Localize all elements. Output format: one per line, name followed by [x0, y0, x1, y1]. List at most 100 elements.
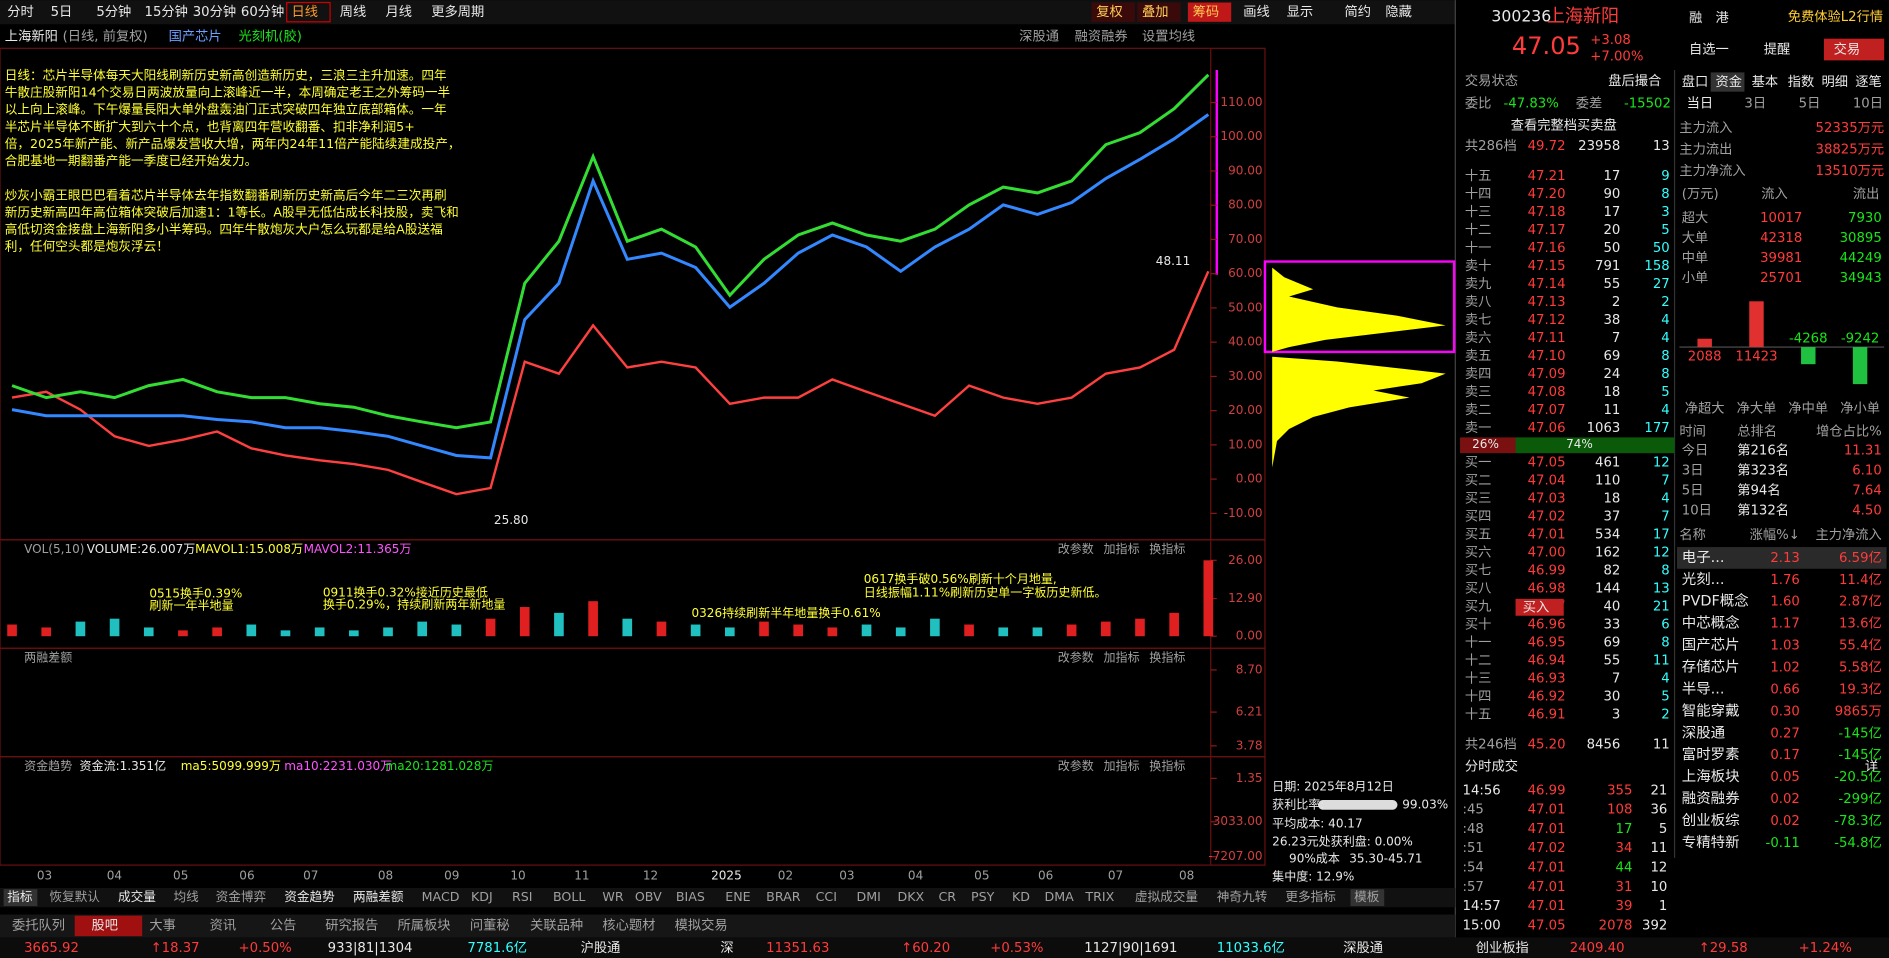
subtab[interactable]: 5日	[1799, 97, 1821, 112]
sector-name[interactable]: 国产芯片	[1682, 637, 1740, 654]
sector-name[interactable]: 富时罗素	[1682, 745, 1740, 763]
indicator-tab[interactable]: DMA	[1044, 889, 1074, 904]
tool-button[interactable]: 显示	[1287, 5, 1314, 20]
indicator-tab[interactable]: 指标	[7, 889, 33, 904]
indicator-tab[interactable]: BOLL	[553, 889, 585, 904]
tool-button[interactable]: 筹码	[1193, 3, 1220, 20]
quote-button[interactable]: 交易	[1834, 41, 1861, 58]
panel-tab[interactable]: 基本	[1752, 74, 1779, 90]
period-button[interactable]: 日线	[292, 4, 319, 20]
tool-button[interactable]: 简约	[1344, 3, 1371, 20]
period-button[interactable]: 15分钟	[145, 3, 188, 20]
bottom-tab[interactable]: 委托队列	[12, 917, 65, 933]
tool-button[interactable]: 隐藏	[1385, 4, 1412, 20]
indicator-tab[interactable]: MACD	[422, 889, 460, 904]
period-button[interactable]: 分时	[7, 4, 34, 20]
bottom-tab[interactable]: 关联品种	[530, 917, 583, 933]
tool-button[interactable]: 叠加	[1142, 4, 1169, 20]
period-button[interactable]: 更多周期	[431, 3, 484, 20]
indicator-tab[interactable]: 模板	[1354, 889, 1380, 904]
indicator-tab[interactable]: TRIX	[1084, 889, 1114, 904]
sector-name[interactable]: 专精特新	[1682, 834, 1740, 851]
bottom-tab[interactable]: 所属板块	[398, 917, 451, 933]
subtab[interactable]: 当日	[1687, 96, 1714, 112]
indicator-tab[interactable]: 虚拟成交量	[1135, 889, 1198, 904]
sector-name[interactable]: 智能穿戴	[1682, 702, 1740, 719]
sector-name[interactable]: 光刻...	[1682, 571, 1725, 588]
bottom-tab[interactable]: 公告	[270, 917, 297, 933]
indicator-tab[interactable]: BIAS	[676, 889, 705, 904]
tool-button[interactable]: 复权	[1096, 3, 1123, 20]
label[interactable]: 详	[1865, 758, 1878, 774]
period-button[interactable]: 月线	[386, 4, 413, 20]
indicator-tab[interactable]: 资金博弈	[216, 889, 267, 904]
bottom-tab[interactable]: 大事	[149, 917, 176, 933]
sector-name[interactable]: 创业板综	[1682, 811, 1740, 829]
indicator-tab[interactable]: RSI	[512, 889, 533, 904]
bottom-tab[interactable]: 资讯	[210, 917, 237, 933]
bottom-tab[interactable]: 研究报告	[325, 917, 378, 933]
period-button[interactable]: 60分钟	[241, 3, 284, 20]
tool-button[interactable]: 画线	[1243, 4, 1270, 20]
panel-button[interactable]: 改参数	[1058, 758, 1094, 773]
panel-button[interactable]: 加指标	[1104, 649, 1140, 664]
sector-name[interactable]: 深股通	[1682, 724, 1725, 741]
tag[interactable]: 国产芯片	[169, 28, 222, 44]
label[interactable]: 免费体验L2行情	[1788, 9, 1883, 25]
panel-tab[interactable]: 资金	[1716, 74, 1743, 90]
panel-button[interactable]: 加指标	[1104, 758, 1140, 773]
indicator-tab[interactable]: CR	[938, 889, 956, 904]
subtab[interactable]: 10日	[1853, 97, 1883, 112]
header-link[interactable]: 设置均线	[1142, 28, 1195, 44]
panel-button[interactable]: 换指标	[1149, 649, 1185, 664]
indicator-tab[interactable]: PSY	[971, 889, 995, 904]
quote-button[interactable]: 自选一	[1689, 42, 1729, 58]
indicator-tab[interactable]: WR	[602, 889, 623, 904]
bottom-tab[interactable]: 问董秘	[470, 917, 510, 933]
panel-button[interactable]: 加指标	[1104, 541, 1140, 556]
panel-tab[interactable]: 盘口	[1682, 73, 1709, 90]
indicator-tab[interactable]: KDJ	[471, 889, 493, 904]
panel-button[interactable]: 换指标	[1149, 758, 1185, 773]
sector-name[interactable]: 存储芯片	[1682, 659, 1740, 676]
indicator-tab[interactable]: 资金趋势	[284, 889, 335, 904]
quote-button[interactable]: 提醒	[1764, 42, 1791, 58]
bottom-tab[interactable]: 核心题材	[602, 917, 655, 933]
indicator-tab[interactable]: 均线	[173, 889, 199, 904]
indicator-tab[interactable]: 成交量	[118, 889, 156, 904]
indicator-tab[interactable]: BRAR	[766, 889, 801, 904]
indicator-tab[interactable]: 神奇九转	[1217, 889, 1268, 904]
panel-button[interactable]: 换指标	[1149, 541, 1185, 556]
label[interactable]: 买入	[1523, 599, 1550, 615]
sector-name[interactable]: 半导...	[1682, 680, 1725, 697]
indicator-tab[interactable]: DMI	[857, 889, 881, 904]
indicator-tab[interactable]: ENE	[725, 889, 750, 904]
header-link[interactable]: 深股通	[1019, 28, 1059, 44]
period-button[interactable]: 30分钟	[193, 3, 236, 20]
sector-name[interactable]: 上海板块	[1682, 767, 1740, 785]
indicator-tab[interactable]: KD	[1012, 889, 1030, 904]
sector-name[interactable]: 电子...	[1682, 549, 1725, 566]
sector-name[interactable]: PVDF概念	[1682, 592, 1749, 610]
indicator-tab[interactable]: 恢复默认	[49, 889, 100, 904]
indicator-tab[interactable]: 更多指标	[1285, 889, 1336, 904]
panel-button[interactable]: 改参数	[1058, 541, 1094, 556]
tag[interactable]: 光刻机(胶)	[239, 27, 302, 44]
sector-name[interactable]: 融资融券	[1682, 790, 1740, 807]
bottom-tab[interactable]: 模拟交易	[675, 916, 728, 933]
label[interactable]: 查看完整档买卖盘	[1511, 116, 1617, 133]
sector-name[interactable]: 中芯概念	[1682, 614, 1740, 632]
indicator-tab[interactable]: 两融差额	[353, 889, 404, 904]
indicator-tab[interactable]: OBV	[635, 889, 662, 904]
period-button[interactable]: 5日	[51, 5, 73, 20]
panel-button[interactable]: 改参数	[1058, 649, 1094, 664]
indicator-tab[interactable]: DKX	[898, 889, 925, 904]
panel-tab[interactable]: 指数	[1788, 74, 1815, 90]
subtab[interactable]: 3日	[1744, 97, 1766, 112]
period-button[interactable]: 5分钟	[96, 3, 131, 20]
header-link[interactable]: 融资融券	[1075, 28, 1128, 44]
bottom-tab[interactable]: 股吧	[92, 918, 119, 933]
period-button[interactable]: 周线	[340, 4, 367, 20]
panel-tab[interactable]: 逐笔	[1855, 74, 1882, 90]
panel-tab[interactable]: 明细	[1822, 74, 1849, 90]
